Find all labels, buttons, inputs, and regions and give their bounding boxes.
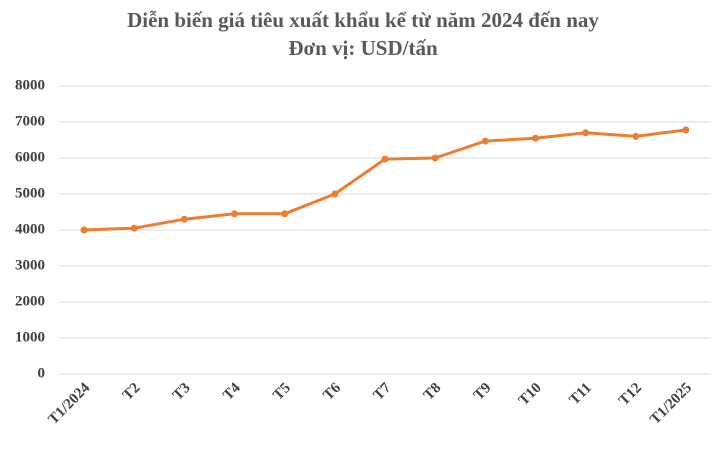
point <box>582 129 590 137</box>
y-tick-label: 5000 <box>15 185 45 201</box>
x-tick-label: T10 <box>516 380 545 409</box>
point <box>381 155 389 163</box>
chart-subtitle: Đơn vị: USD/tấn <box>288 36 438 60</box>
x-tick-label: T1/2024 <box>45 380 93 428</box>
x-tick-label: T4 <box>220 380 244 404</box>
point <box>531 134 539 142</box>
point <box>331 190 339 198</box>
x-tick-label: T1/2025 <box>647 380 695 428</box>
y-tick-label: 3000 <box>15 257 45 273</box>
x-tick-label: T2 <box>120 380 144 404</box>
y-tick-label: 8000 <box>15 77 45 93</box>
x-tick-label: T6 <box>320 380 344 404</box>
x-tick-label: T7 <box>371 380 395 404</box>
x-tick-label: T8 <box>421 380 445 404</box>
point <box>80 226 88 234</box>
point <box>180 215 188 223</box>
x-tick-label: T9 <box>471 380 495 404</box>
y-tick-label: 4000 <box>15 221 45 237</box>
y-tick-label: 1000 <box>15 329 45 345</box>
y-tick-label: 6000 <box>15 149 45 165</box>
x-tick-label: T11 <box>566 380 594 408</box>
x-tick-label: T5 <box>270 380 294 404</box>
y-tick-label: 0 <box>38 365 46 381</box>
chart-title: Diễn biến giá tiêu xuất khẩu kể từ năm 2… <box>127 8 599 32</box>
y-tick-label: 7000 <box>15 113 45 129</box>
point <box>682 126 690 134</box>
point <box>481 137 489 145</box>
y-tick-label: 2000 <box>15 293 45 309</box>
point <box>130 224 138 232</box>
point <box>231 210 239 218</box>
line <box>84 128 687 232</box>
x-tick-label: T12 <box>616 380 645 409</box>
point <box>431 154 439 162</box>
point <box>281 210 289 218</box>
point <box>632 132 640 140</box>
x-tick-label: T3 <box>170 380 194 404</box>
